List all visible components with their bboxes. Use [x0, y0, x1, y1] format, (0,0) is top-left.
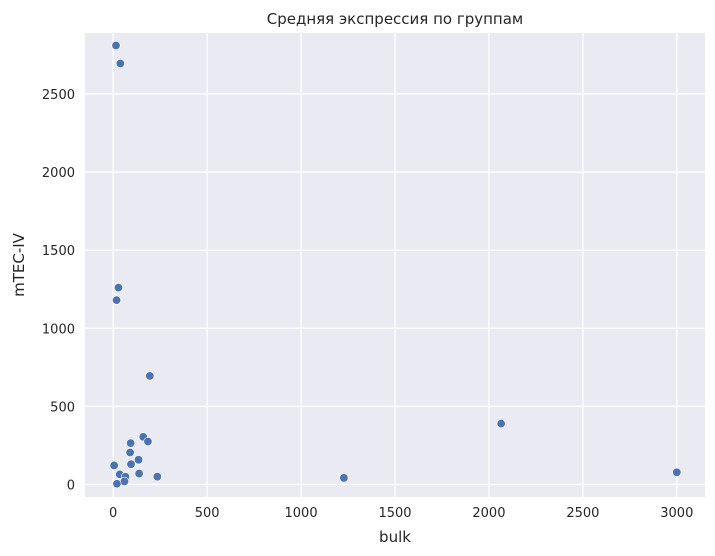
x-tick-label: 2000 [472, 506, 505, 521]
x-tick-label: 1000 [285, 506, 318, 521]
scatter-point [126, 438, 136, 448]
y-tick-labels: 0 500 1000 1500 2000 2500 [42, 88, 75, 494]
grid-lines [85, 33, 705, 497]
chart-title: Средняя экспрессия по группам [267, 10, 524, 28]
y-axis-label: mTEC-IV [10, 232, 28, 297]
scatter-point [134, 455, 144, 465]
scatter-point [672, 467, 682, 477]
y-tick-label: 500 [50, 400, 75, 415]
scatter-point [126, 459, 136, 469]
scatter-point [125, 447, 135, 457]
data-points [109, 40, 682, 489]
scatter-point [143, 437, 153, 447]
y-tick-label: 0 [67, 479, 75, 494]
y-tick-label: 1500 [42, 244, 75, 259]
scatter-point [112, 295, 122, 305]
x-tick-label: 3000 [660, 506, 693, 521]
x-tick-label: 2500 [566, 506, 599, 521]
scatter-point [111, 40, 121, 50]
y-tick-label: 2500 [42, 88, 75, 103]
scatter-point [112, 479, 122, 489]
scatter-point [339, 473, 349, 483]
scatter-point [145, 371, 155, 381]
x-axis-label: bulk [379, 528, 411, 546]
scatter-point [115, 58, 125, 68]
scatter-point [496, 419, 506, 429]
scatter-point [134, 469, 144, 479]
y-tick-label: 1000 [42, 322, 75, 337]
x-tick-label: 1500 [378, 506, 411, 521]
y-tick-label: 2000 [42, 166, 75, 181]
scatter-point [109, 460, 119, 470]
x-tick-label: 500 [195, 506, 220, 521]
x-tick-label: 0 [109, 506, 117, 521]
scatter-point [152, 472, 162, 482]
scatter-point [119, 476, 129, 486]
x-tick-labels: 0 500 1000 1500 2000 2500 3000 [109, 506, 693, 521]
scatter-point [113, 283, 123, 293]
